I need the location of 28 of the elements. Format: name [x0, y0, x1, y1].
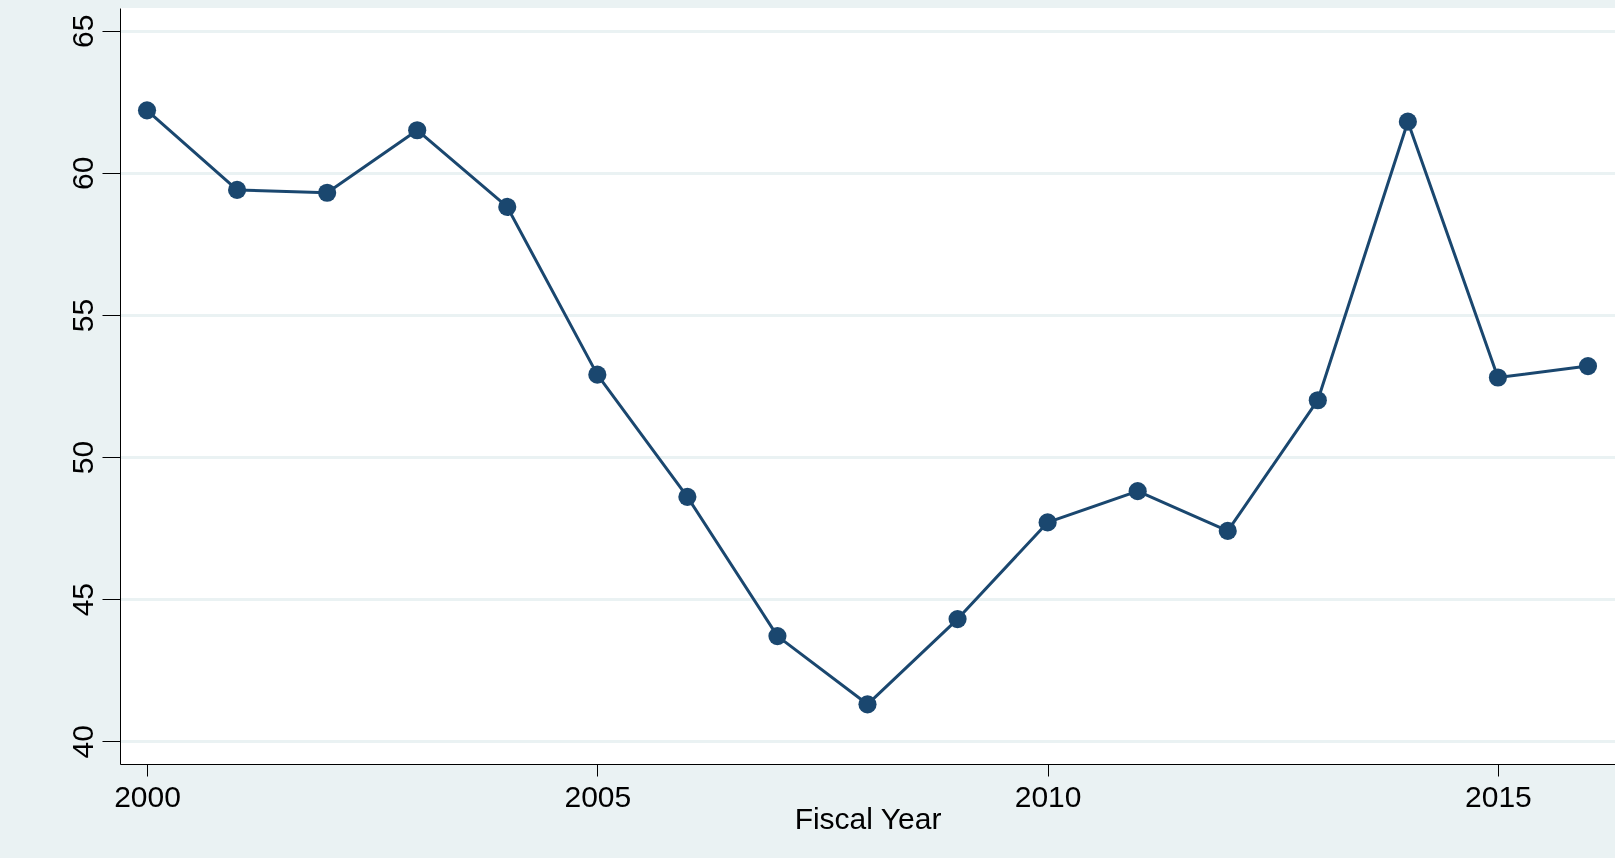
point	[408, 121, 427, 140]
x-tick-label: 2015	[1465, 779, 1532, 813]
point	[1398, 112, 1417, 131]
point	[678, 487, 697, 506]
x-tick-label: 2000	[114, 779, 181, 813]
point	[1308, 391, 1327, 410]
point	[137, 101, 157, 120]
y-tick-label: 55	[65, 298, 99, 333]
y-tick-label: 40	[65, 725, 99, 759]
point	[1488, 368, 1507, 387]
point	[768, 627, 787, 646]
y-tick-label: 60	[65, 156, 99, 191]
y-tick-label: 45	[65, 582, 99, 617]
point	[858, 695, 877, 714]
x-axis-title: Fiscal Year	[794, 801, 942, 835]
x-tick-label: 2005	[564, 779, 632, 813]
point	[588, 365, 607, 384]
y-tick-label: 65	[65, 14, 99, 48]
point	[1218, 521, 1237, 541]
x-tick-label: 2010	[1014, 779, 1082, 813]
point	[1038, 513, 1057, 532]
point	[318, 183, 337, 202]
point	[498, 197, 517, 217]
point	[1578, 357, 1598, 376]
y-tick-label: 50	[65, 440, 99, 475]
point	[228, 180, 247, 199]
point	[948, 609, 967, 629]
point	[1128, 482, 1147, 501]
